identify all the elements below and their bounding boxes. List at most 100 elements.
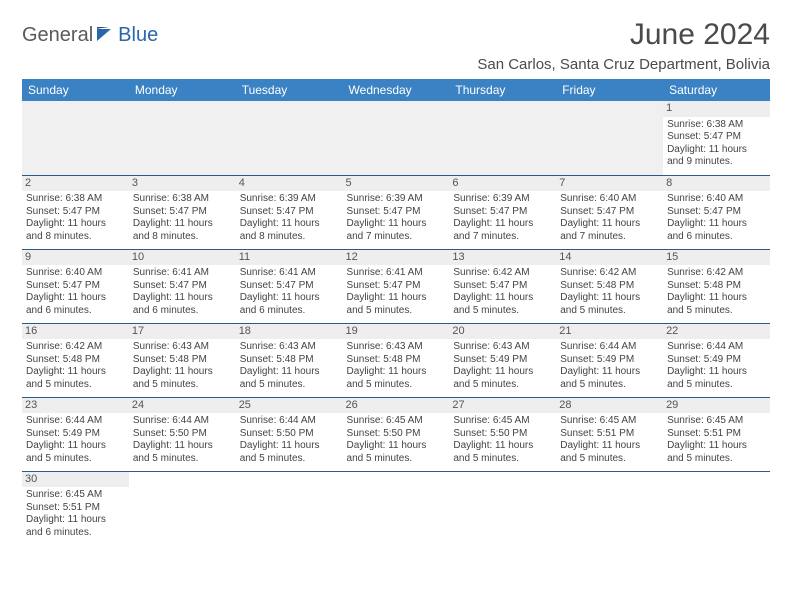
daylight-text: Daylight: 11 hours	[347, 366, 446, 379]
daylight-text: Daylight: 11 hours	[133, 366, 232, 379]
sunrise-text: Sunrise: 6:38 AM	[26, 193, 125, 206]
day-number: 18	[236, 324, 343, 340]
daylight-text: and 8 minutes.	[26, 231, 125, 244]
logo-flag-icon	[97, 27, 115, 46]
daylight-text: Daylight: 11 hours	[560, 440, 659, 453]
sunset-text: Sunset: 5:49 PM	[667, 354, 766, 367]
daylight-text: and 6 minutes.	[667, 231, 766, 244]
sunset-text: Sunset: 5:50 PM	[240, 428, 339, 441]
calendar-cell: 5Sunrise: 6:39 AMSunset: 5:47 PMDaylight…	[343, 175, 450, 249]
daylight-text: and 5 minutes.	[240, 453, 339, 466]
daylight-text: and 5 minutes.	[453, 379, 552, 392]
calendar-cell: 11Sunrise: 6:41 AMSunset: 5:47 PMDayligh…	[236, 249, 343, 323]
sunset-text: Sunset: 5:50 PM	[347, 428, 446, 441]
sunset-text: Sunset: 5:47 PM	[26, 206, 125, 219]
day-number: 21	[556, 324, 663, 340]
calendar-cell: 4Sunrise: 6:39 AMSunset: 5:47 PMDaylight…	[236, 175, 343, 249]
sunset-text: Sunset: 5:50 PM	[453, 428, 552, 441]
day-header: Thursday	[449, 79, 556, 101]
calendar-cell: 21Sunrise: 6:44 AMSunset: 5:49 PMDayligh…	[556, 323, 663, 397]
daylight-text: and 8 minutes.	[133, 231, 232, 244]
daylight-text: and 5 minutes.	[26, 379, 125, 392]
daylight-text: Daylight: 11 hours	[667, 144, 766, 157]
sunrise-text: Sunrise: 6:41 AM	[347, 267, 446, 280]
sunset-text: Sunset: 5:51 PM	[26, 502, 125, 515]
daylight-text: Daylight: 11 hours	[560, 366, 659, 379]
calendar-row: 30Sunrise: 6:45 AMSunset: 5:51 PMDayligh…	[22, 471, 770, 545]
calendar-cell: 28Sunrise: 6:45 AMSunset: 5:51 PMDayligh…	[556, 397, 663, 471]
daylight-text: Daylight: 11 hours	[560, 218, 659, 231]
daylight-text: and 7 minutes.	[560, 231, 659, 244]
sunrise-text: Sunrise: 6:45 AM	[453, 415, 552, 428]
sunrise-text: Sunrise: 6:38 AM	[667, 119, 766, 132]
daylight-text: Daylight: 11 hours	[26, 366, 125, 379]
sunrise-text: Sunrise: 6:40 AM	[667, 193, 766, 206]
daylight-text: Daylight: 11 hours	[667, 292, 766, 305]
sunrise-text: Sunrise: 6:44 AM	[240, 415, 339, 428]
sunrise-text: Sunrise: 6:38 AM	[133, 193, 232, 206]
day-number: 7	[556, 176, 663, 192]
daylight-text: and 5 minutes.	[667, 305, 766, 318]
calendar-table: Sunday Monday Tuesday Wednesday Thursday…	[22, 79, 770, 545]
daylight-text: Daylight: 11 hours	[453, 292, 552, 305]
calendar-row: 23Sunrise: 6:44 AMSunset: 5:49 PMDayligh…	[22, 397, 770, 471]
day-number: 14	[556, 250, 663, 266]
sunset-text: Sunset: 5:49 PM	[453, 354, 552, 367]
sunrise-text: Sunrise: 6:45 AM	[347, 415, 446, 428]
daylight-text: and 5 minutes.	[133, 453, 232, 466]
day-number: 8	[663, 176, 770, 192]
calendar-cell	[556, 471, 663, 545]
sunset-text: Sunset: 5:48 PM	[560, 280, 659, 293]
sunset-text: Sunset: 5:47 PM	[347, 206, 446, 219]
calendar-cell: 29Sunrise: 6:45 AMSunset: 5:51 PMDayligh…	[663, 397, 770, 471]
daylight-text: and 7 minutes.	[453, 231, 552, 244]
calendar-cell: 17Sunrise: 6:43 AMSunset: 5:48 PMDayligh…	[129, 323, 236, 397]
calendar-cell: 18Sunrise: 6:43 AMSunset: 5:48 PMDayligh…	[236, 323, 343, 397]
daylight-text: and 9 minutes.	[667, 156, 766, 169]
day-number: 4	[236, 176, 343, 192]
daylight-text: Daylight: 11 hours	[133, 440, 232, 453]
sunrise-text: Sunrise: 6:44 AM	[26, 415, 125, 428]
daylight-text: and 5 minutes.	[26, 453, 125, 466]
sunset-text: Sunset: 5:49 PM	[26, 428, 125, 441]
sunset-text: Sunset: 5:48 PM	[667, 280, 766, 293]
daylight-text: and 5 minutes.	[453, 453, 552, 466]
day-number: 13	[449, 250, 556, 266]
sunrise-text: Sunrise: 6:42 AM	[26, 341, 125, 354]
calendar-cell: 9Sunrise: 6:40 AMSunset: 5:47 PMDaylight…	[22, 249, 129, 323]
calendar-cell: 12Sunrise: 6:41 AMSunset: 5:47 PMDayligh…	[343, 249, 450, 323]
calendar-cell	[343, 471, 450, 545]
sunset-text: Sunset: 5:47 PM	[667, 131, 766, 144]
day-header: Tuesday	[236, 79, 343, 101]
daylight-text: and 5 minutes.	[240, 379, 339, 392]
sunrise-text: Sunrise: 6:40 AM	[26, 267, 125, 280]
calendar-cell	[129, 471, 236, 545]
sunrise-text: Sunrise: 6:41 AM	[133, 267, 232, 280]
calendar-cell: 24Sunrise: 6:44 AMSunset: 5:50 PMDayligh…	[129, 397, 236, 471]
day-number: 15	[663, 250, 770, 266]
calendar-row: 1Sunrise: 6:38 AMSunset: 5:47 PMDaylight…	[22, 101, 770, 175]
sunrise-text: Sunrise: 6:45 AM	[560, 415, 659, 428]
daylight-text: Daylight: 11 hours	[347, 440, 446, 453]
calendar-cell: 2Sunrise: 6:38 AMSunset: 5:47 PMDaylight…	[22, 175, 129, 249]
calendar-row: 2Sunrise: 6:38 AMSunset: 5:47 PMDaylight…	[22, 175, 770, 249]
daylight-text: and 6 minutes.	[133, 305, 232, 318]
sunrise-text: Sunrise: 6:42 AM	[453, 267, 552, 280]
daylight-text: and 7 minutes.	[347, 231, 446, 244]
daylight-text: Daylight: 11 hours	[26, 218, 125, 231]
sunrise-text: Sunrise: 6:42 AM	[560, 267, 659, 280]
calendar-cell: 16Sunrise: 6:42 AMSunset: 5:48 PMDayligh…	[22, 323, 129, 397]
daylight-text: Daylight: 11 hours	[26, 440, 125, 453]
sunrise-text: Sunrise: 6:45 AM	[667, 415, 766, 428]
daylight-text: and 5 minutes.	[347, 453, 446, 466]
calendar-cell: 6Sunrise: 6:39 AMSunset: 5:47 PMDaylight…	[449, 175, 556, 249]
day-number: 16	[22, 324, 129, 340]
day-number: 11	[236, 250, 343, 266]
calendar-cell: 30Sunrise: 6:45 AMSunset: 5:51 PMDayligh…	[22, 471, 129, 545]
title-block: June 2024 San Carlos, Santa Cruz Departm…	[477, 18, 770, 73]
daylight-text: and 5 minutes.	[347, 305, 446, 318]
sunrise-text: Sunrise: 6:45 AM	[26, 489, 125, 502]
calendar-cell: 26Sunrise: 6:45 AMSunset: 5:50 PMDayligh…	[343, 397, 450, 471]
sunrise-text: Sunrise: 6:41 AM	[240, 267, 339, 280]
logo: General Blue	[22, 18, 158, 47]
